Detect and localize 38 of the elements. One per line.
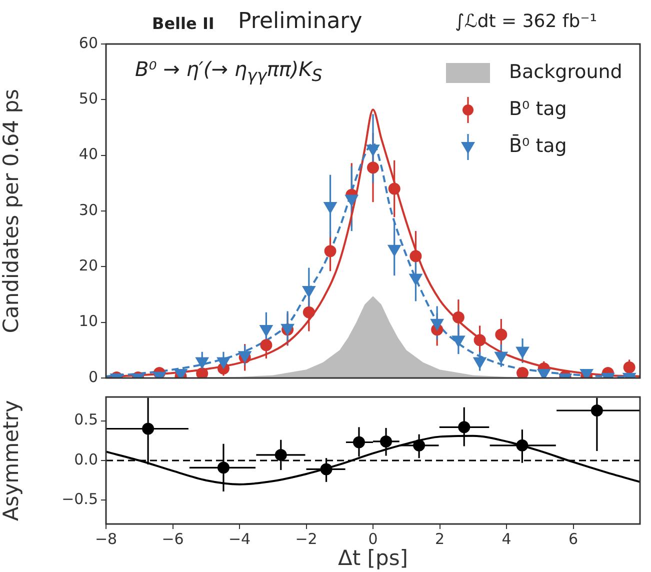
x-tick-label: 0 xyxy=(368,530,378,548)
y-tick-label: 60 xyxy=(78,34,98,52)
point xyxy=(320,463,332,476)
point xyxy=(217,462,230,474)
point xyxy=(352,436,365,448)
y-tick-label: 20 xyxy=(78,256,98,275)
legend-label: B̄⁰ tag xyxy=(509,133,567,157)
legend-label: Background xyxy=(509,60,622,83)
y-tick-label: 50 xyxy=(78,90,98,108)
x-tick-label: −6 xyxy=(162,530,184,548)
x-tick-label: 6 xyxy=(568,530,578,548)
point xyxy=(274,448,287,461)
point xyxy=(516,439,528,452)
y-tick-label: 10 xyxy=(78,312,98,330)
x-tick-label: −8 xyxy=(94,530,118,548)
y-tick-label: 0.5 xyxy=(74,410,98,429)
x-tick-label: 4 xyxy=(502,530,512,548)
y-axis-title: Candidates per 0.64 ps xyxy=(0,88,24,334)
y-tick-label: 0 xyxy=(88,368,98,386)
x-tick-label: 2 xyxy=(434,530,445,548)
text: Preliminary xyxy=(238,9,362,34)
y-tick-label: 30 xyxy=(78,200,98,219)
x-axis-title: Δt [ps] xyxy=(338,546,408,570)
point xyxy=(590,404,603,416)
x-tick-label: −2 xyxy=(295,530,318,548)
text: Belle II xyxy=(152,14,214,33)
legend-label: B⁰ tag xyxy=(509,98,567,120)
annotation: B⁰ → η′(→ η$_{γγ}$ππ)K$_{S}$ xyxy=(135,57,322,85)
y-tick-label: −0.5 xyxy=(62,490,98,508)
y-tick-label: 40 xyxy=(78,145,98,164)
text: ∫ℒdt = 362 fb⁻¹ xyxy=(455,11,597,32)
point xyxy=(142,422,154,435)
y-tick-label: 0.0 xyxy=(74,450,98,468)
y-axis-title: Asymmetry xyxy=(0,400,24,521)
point xyxy=(458,421,470,434)
point xyxy=(380,435,392,448)
x-tick-label: −4 xyxy=(228,530,251,548)
point xyxy=(413,439,426,452)
